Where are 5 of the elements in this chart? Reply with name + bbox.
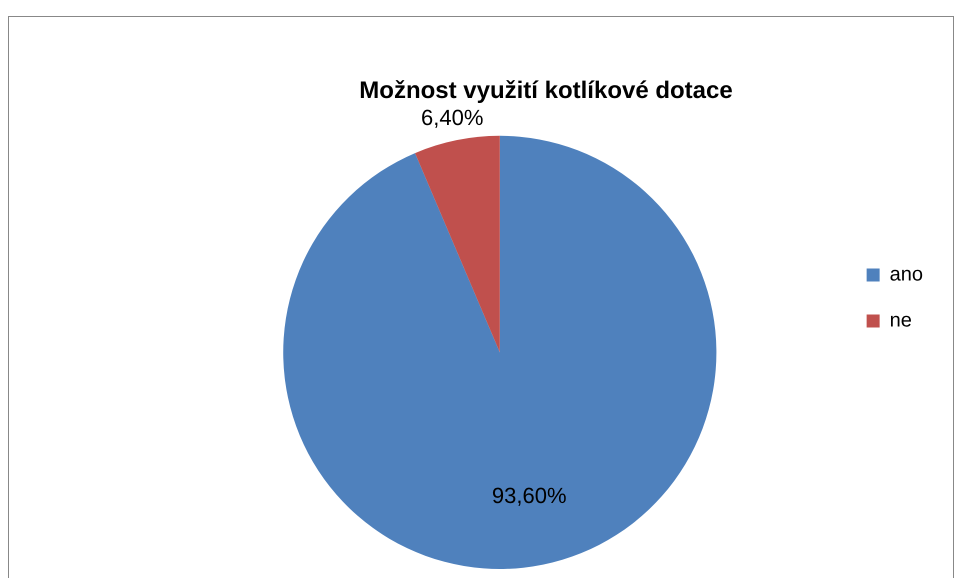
data-label: 93,60% bbox=[492, 482, 567, 508]
data-label: 6,40% bbox=[421, 105, 484, 130]
legend-label: ano bbox=[890, 264, 924, 286]
legend-label: ne bbox=[890, 310, 912, 332]
chart-title: Možnost využití kotlíkové dotace bbox=[359, 77, 733, 104]
